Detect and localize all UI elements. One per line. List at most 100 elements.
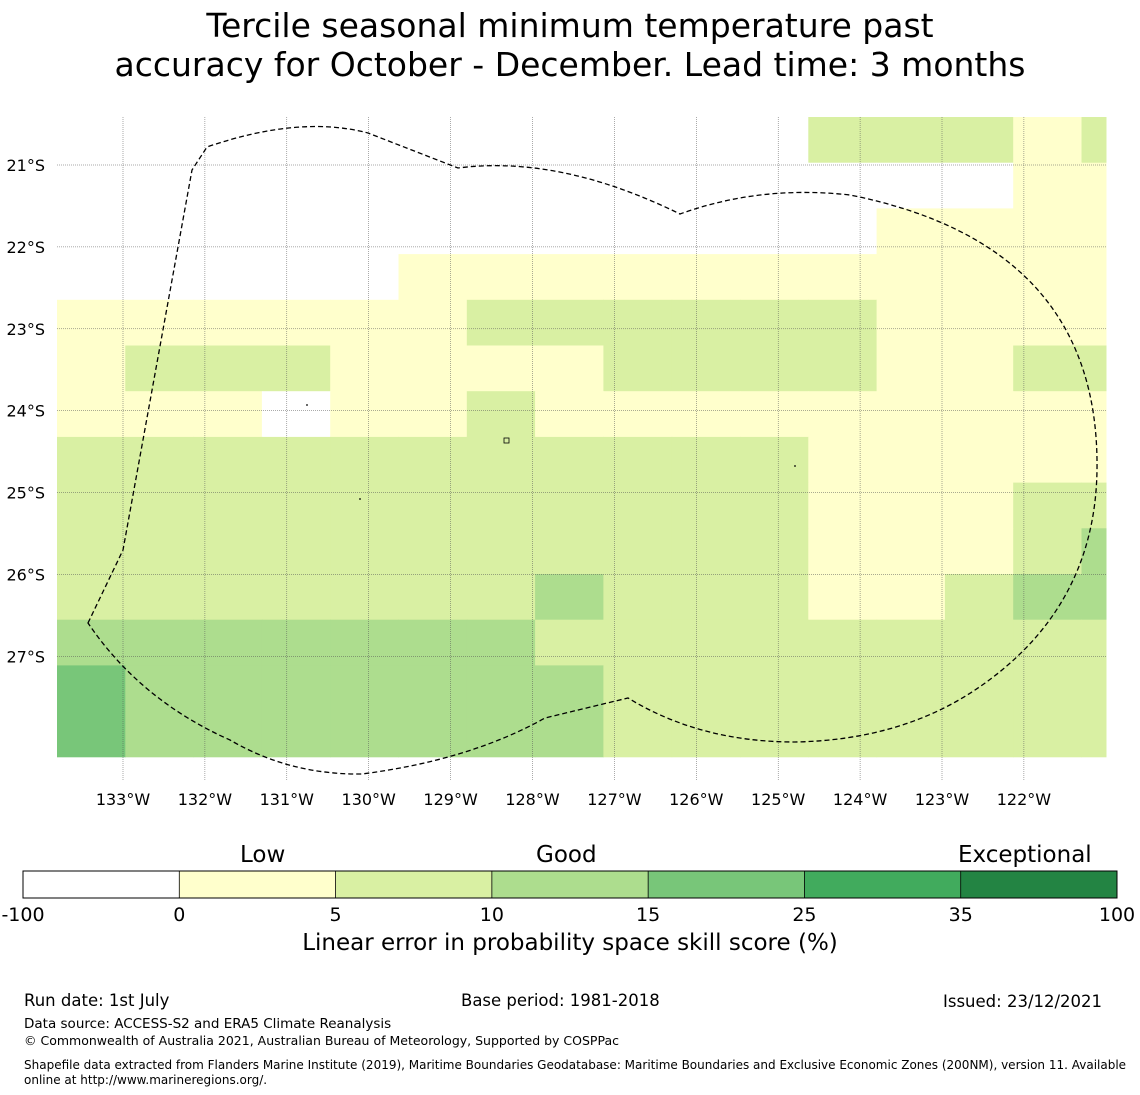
grid-cell: [944, 711, 1014, 758]
grid-cell: [808, 619, 878, 666]
grid-cell: [1013, 482, 1082, 529]
grid-cell: [944, 254, 1014, 301]
colorbar-tick-labels: -100 0 5 10 15 25 35 100: [1, 904, 1135, 926]
grid-cell: [261, 665, 331, 712]
grid-cell: [398, 528, 468, 575]
grid-cell: [671, 619, 741, 666]
grid-cell: [1081, 528, 1107, 575]
grid-cell: [944, 574, 1014, 621]
grid-cell: [808, 665, 878, 712]
grid-cell: [1013, 162, 1082, 209]
grid-cell: [261, 254, 331, 301]
grid-cell: [876, 482, 946, 529]
grid-cell: [398, 345, 468, 392]
run-date: Run date: 1st July: [24, 991, 170, 1010]
grid-cell: [808, 574, 878, 621]
grid-cell: [57, 254, 126, 301]
colorbar-segment: [23, 871, 180, 898]
grid-cell: [535, 619, 604, 666]
grid-cell: [330, 711, 399, 758]
grid-cell: [261, 345, 331, 392]
grid-cell: [808, 117, 878, 164]
grid-cell: [535, 254, 604, 301]
grid-cell: [1013, 391, 1082, 438]
island-dot: [359, 498, 361, 500]
grid-cell: [876, 574, 946, 621]
colorbar-segment: [179, 871, 336, 898]
grid-cell: [535, 574, 604, 621]
grid-cell: [808, 528, 878, 575]
grid-cell: [330, 619, 399, 666]
grid-cell: [740, 208, 809, 255]
colorbar-segment: [804, 871, 961, 898]
grid-cell: [1081, 345, 1107, 392]
grid-cell: [57, 391, 126, 438]
grid-cell: [944, 665, 1014, 712]
issued-date: Issued: 23/12/2021: [943, 992, 1103, 1011]
grid-cell: [398, 299, 468, 346]
grid-cell: [944, 528, 1014, 575]
grid-cell: [671, 345, 741, 392]
grid-cell: [57, 208, 126, 255]
grid-cell: [671, 162, 741, 209]
grid-cell: [193, 528, 263, 575]
longitude-label: 130°W: [342, 790, 397, 809]
grid-cell: [808, 299, 878, 346]
longitude-label: 131°W: [260, 790, 315, 809]
grid-cell: [1013, 574, 1082, 621]
grid-cell: [398, 162, 468, 209]
grid-cell: [740, 711, 809, 758]
grid-cell: [398, 391, 468, 438]
grid-cell: [671, 254, 741, 301]
grid-cell: [671, 391, 741, 438]
grid-cell: [1081, 208, 1107, 255]
grid-cell: [261, 619, 331, 666]
grid-cell: [740, 528, 809, 575]
grid-cell: [330, 391, 399, 438]
grid-cell: [1081, 574, 1107, 621]
grid-cell: [57, 117, 126, 164]
title-line-1: Tercile seasonal minimum temperature pas…: [206, 6, 934, 45]
longitude-label: 128°W: [505, 790, 560, 809]
grid-cell: [466, 117, 536, 164]
latitude-labels: 21°S 22°S 23°S 24°S 25°S 26°S 27°S: [6, 156, 45, 666]
grid-cell: [535, 711, 604, 758]
colorbar-segment: [491, 871, 649, 898]
grid-cell: [57, 574, 126, 621]
grid-cell: [466, 619, 536, 666]
grid-cell: [535, 345, 604, 392]
grid-cell: [125, 254, 195, 301]
data-source: Data source: ACCESS-S2 and ERA5 Climate …: [24, 1016, 392, 1032]
grid-cell: [330, 117, 399, 164]
grid-cell: [1081, 117, 1107, 164]
grid-cell: [740, 254, 809, 301]
grid-cell: [193, 665, 263, 712]
grid-cell: [330, 482, 399, 529]
grid-cell: [740, 574, 809, 621]
grid-cell: [1081, 299, 1107, 346]
grid-cell: [808, 391, 878, 438]
grid-cell: [535, 391, 604, 438]
grid-cell: [740, 665, 809, 712]
island-dot: [306, 404, 308, 406]
grid-cell: [125, 619, 195, 666]
grid-cell: [740, 482, 809, 529]
grid-cell: [466, 711, 536, 758]
grid-cell: [808, 436, 878, 484]
longitude-label: 122°W: [997, 790, 1052, 809]
grid-cell: [740, 299, 809, 346]
grid-cell: [603, 619, 673, 666]
grid-cell: [330, 436, 399, 484]
grid-cell: [944, 117, 1014, 164]
grid-cell: [57, 482, 126, 529]
colorbar-tick: 10: [480, 904, 504, 926]
grid-cell: [944, 619, 1014, 666]
latitude-label: 22°S: [6, 238, 45, 257]
island-dot: [794, 465, 796, 467]
skill-grid-cells: [57, 117, 1107, 758]
longitude-label: 125°W: [751, 790, 806, 809]
grid-cell: [535, 208, 604, 255]
grid-cell: [261, 208, 331, 255]
grid-cell: [261, 391, 331, 438]
grid-cell: [1081, 254, 1107, 301]
